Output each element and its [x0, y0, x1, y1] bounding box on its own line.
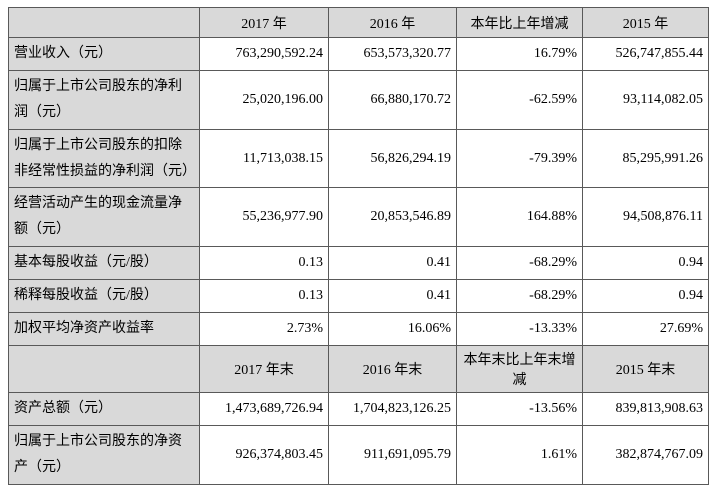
- row-label: 稀释每股收益（元/股）: [8, 279, 200, 314]
- header-cell-2015: 2015 年: [582, 7, 709, 38]
- cell-2016: 56,826,294.19: [328, 128, 457, 189]
- header-cell-2015-end: 2015 年末: [582, 344, 709, 393]
- row-label: 归属于上市公司股东的净资产（元）: [8, 424, 200, 485]
- header-cell-blank: [8, 344, 200, 393]
- row-label: 经营活动产生的现金流量净额（元）: [8, 187, 200, 248]
- cell-2015-end: 382,874,767.09: [582, 424, 709, 485]
- table-row-net-assets: 归属于上市公司股东的净资产（元） 926,374,803.45 911,691,…: [8, 424, 709, 485]
- cell-2016: 0.41: [328, 246, 457, 281]
- cell-yoy-change: 16.79%: [456, 37, 583, 71]
- cell-2017: 2.73%: [199, 312, 329, 346]
- header-cell-yoy-change: 本年比上年增减: [456, 7, 583, 38]
- cell-2017: 25,020,196.00: [199, 69, 329, 130]
- cell-2016: 16.06%: [328, 312, 457, 346]
- row-label: 营业收入（元）: [8, 37, 200, 71]
- table-row-net-profit-excl-nonrecurring: 归属于上市公司股东的扣除非经常性损益的净利润（元） 11,713,038.15 …: [8, 128, 709, 189]
- cell-2016: 0.41: [328, 279, 457, 314]
- table-row-operating-cash-flow: 经营活动产生的现金流量净额（元） 55,236,977.90 20,853,54…: [8, 187, 709, 248]
- cell-2017-end: 1,473,689,726.94: [199, 391, 329, 426]
- cell-yoy-change: -13.33%: [456, 312, 583, 346]
- row-label: 资产总额（元）: [8, 391, 200, 426]
- header-cell-yoy-end-change: 本年末比上年末增减: [456, 344, 583, 393]
- cell-2016-end: 911,691,095.79: [328, 424, 457, 485]
- cell-yoy-end-change: 1.61%: [456, 424, 583, 485]
- cell-yoy-change: -68.29%: [456, 246, 583, 281]
- cell-2015: 0.94: [582, 246, 709, 281]
- table-row-diluted-eps: 稀释每股收益（元/股） 0.13 0.41 -68.29% 0.94: [8, 279, 709, 314]
- header-row-annual: 2017 年 2016 年 本年比上年增减 2015 年: [8, 7, 709, 38]
- cell-2016-end: 1,704,823,126.25: [328, 391, 457, 426]
- cell-2015: 0.94: [582, 279, 709, 314]
- cell-yoy-change: -79.39%: [456, 128, 583, 189]
- cell-2016: 20,853,546.89: [328, 187, 457, 248]
- table-row-weighted-avg-roe: 加权平均净资产收益率 2.73% 16.06% -13.33% 27.69%: [8, 312, 709, 346]
- cell-2015: 94,508,876.11: [582, 187, 709, 248]
- table-row-net-profit: 归属于上市公司股东的净利润（元） 25,020,196.00 66,880,17…: [8, 69, 709, 130]
- row-label: 加权平均净资产收益率: [8, 312, 200, 346]
- cell-2015: 85,295,991.26: [582, 128, 709, 189]
- table-row-total-assets: 资产总额（元） 1,473,689,726.94 1,704,823,126.2…: [8, 391, 709, 426]
- cell-2017: 0.13: [199, 279, 329, 314]
- cell-2015: 526,747,855.44: [582, 37, 709, 71]
- cell-2015-end: 839,813,908.63: [582, 391, 709, 426]
- row-label: 归属于上市公司股东的净利润（元）: [8, 69, 200, 130]
- row-label: 归属于上市公司股东的扣除非经常性损益的净利润（元）: [8, 128, 200, 189]
- header-cell-2016-end: 2016 年末: [328, 344, 457, 393]
- cell-2017: 11,713,038.15: [199, 128, 329, 189]
- cell-yoy-change: 164.88%: [456, 187, 583, 248]
- header-cell-2017: 2017 年: [199, 7, 329, 38]
- cell-yoy-end-change: -13.56%: [456, 391, 583, 426]
- cell-2017: 0.13: [199, 246, 329, 281]
- cell-2017: 55,236,977.90: [199, 187, 329, 248]
- cell-2015: 27.69%: [582, 312, 709, 346]
- table-row-revenue: 营业收入（元） 763,290,592.24 653,573,320.77 16…: [8, 37, 709, 71]
- cell-2017: 763,290,592.24: [199, 37, 329, 71]
- header-cell-blank: [8, 7, 200, 38]
- table-row-basic-eps: 基本每股收益（元/股） 0.13 0.41 -68.29% 0.94: [8, 246, 709, 281]
- cell-yoy-change: -62.59%: [456, 69, 583, 130]
- row-label: 基本每股收益（元/股）: [8, 246, 200, 281]
- cell-2017-end: 926,374,803.45: [199, 424, 329, 485]
- cell-2015: 93,114,082.05: [582, 69, 709, 130]
- financial-summary-table: 2017 年 2016 年 本年比上年增减 2015 年 营业收入（元） 763…: [8, 7, 709, 485]
- header-cell-2017-end: 2017 年末: [199, 344, 329, 393]
- header-cell-2016: 2016 年: [328, 7, 457, 38]
- header-row-year-end: 2017 年末 2016 年末 本年末比上年末增减 2015 年末: [8, 344, 709, 393]
- cell-yoy-change: -68.29%: [456, 279, 583, 314]
- cell-2016: 66,880,170.72: [328, 69, 457, 130]
- cell-2016: 653,573,320.77: [328, 37, 457, 71]
